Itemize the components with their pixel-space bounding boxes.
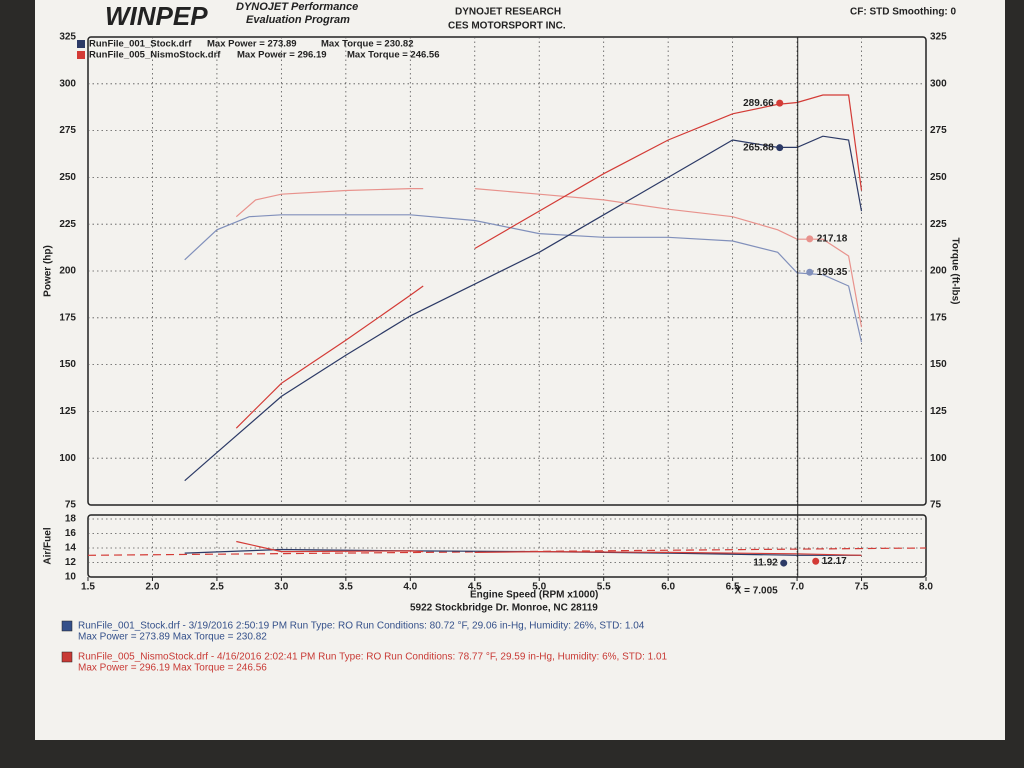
y-tick-label: 125 [59,406,76,417]
table-edge [0,740,1024,768]
legend-label: RunFile_001_Stock.drf [89,39,192,50]
y-tick-label: 225 [59,219,76,230]
y2-tick-label: 300 [930,78,947,89]
settings: CF: STD Smoothing: 0 [850,7,957,18]
y-axis-label: Power (hp) [43,245,54,297]
legend-swatch [61,651,73,663]
x-tick-label: 1.5 [81,582,95,593]
y-tick-label: 200 [59,266,76,277]
y-tick-label: 175 [59,312,76,323]
run-detail: RunFile_001_Stock.drf - 3/19/2016 2:50:1… [78,621,645,632]
cursor-marker [812,557,820,565]
cursor-readout: 11.92 [753,558,778,569]
cursor-marker [806,235,814,243]
y2-tick-label: 225 [930,219,947,230]
program: Evaluation Program [246,14,350,26]
af-line [236,540,862,556]
y2-tick-label: 250 [930,172,947,183]
x-tick-label: 6.0 [661,582,675,593]
cursor-marker [806,268,814,276]
legend-max-power: Max Power = 296.19 [237,50,327,61]
x-axis-label: Engine Speed (RPM x1000) [470,590,598,601]
run-detail: RunFile_005_NismoStock.drf - 4/16/2016 2… [78,652,668,663]
run-detail: Max Power = 296.19 Max Torque = 246.56 [78,663,267,674]
cursor-readout: 289.66 [743,98,774,109]
y-tick-label: 75 [65,500,77,511]
x-tick-label: 7.0 [790,582,804,593]
y-tick-label: 18 [65,514,77,525]
x-tick-label: 2.5 [210,582,224,593]
y2-tick-label: 275 [930,125,947,136]
y2-tick-label: 100 [930,453,947,464]
y-tick-label: 14 [65,543,77,554]
torque-line [235,188,863,328]
cursor-marker [780,559,788,567]
cursor-marker [776,99,784,107]
cursor-readout: 199.35 [817,267,848,278]
legend-max-torque: Max Torque = 246.56 [347,50,440,61]
run-detail: Max Power = 273.89 Max Torque = 230.82 [78,632,267,643]
legend-label: RunFile_005_NismoStock.drf [89,50,221,61]
cursor-marker [776,144,784,152]
legend-swatch [61,620,73,632]
y-tick-label: 150 [59,359,76,370]
x-tick-label: 3.0 [274,582,288,593]
x-tick-label: 6.5 [726,582,740,593]
legend-swatch [77,51,85,59]
af-axis-label: Air/Fuel [43,527,54,564]
legend-swatch [77,40,85,48]
y2-tick-label: 125 [930,406,947,417]
y2-tick-label: 75 [930,500,942,511]
y-tick-label: 300 [59,78,76,89]
cursor-label: X = 7.005 [735,586,779,597]
x-tick-label: 3.5 [339,582,353,593]
y-tick-label: 250 [59,172,76,183]
x-tick-label: 8.0 [919,582,933,593]
power-line [184,135,863,482]
x-tick-label: 7.5 [855,582,869,593]
paper [35,0,1005,740]
x-tick-label: 4.5 [468,582,482,593]
y2-tick-label: 325 [930,32,947,43]
cursor-readout: 265.88 [743,142,774,153]
company: DYNOJET RESEARCH [455,7,561,18]
logo: WINPEP [105,1,208,31]
y-tick-label: 100 [59,453,76,464]
x-tick-label: 2.0 [146,582,160,593]
company: CES MOTORSPORT INC. [448,21,566,32]
y-tick-label: 12 [65,557,77,568]
x-tick-label: 5.0 [532,582,546,593]
af-frame [87,514,927,578]
x-tick-label: 5.5 [597,582,611,593]
y-tick-label: 10 [65,572,77,583]
legend-max-torque: Max Torque = 230.82 [321,39,414,50]
address: 5922 Stockbridge Dr. Monroe, NC 28119 [410,603,598,614]
y-tick-label: 325 [59,32,76,43]
cursor-readout: 217.18 [817,233,848,244]
y2-tick-label: 150 [930,359,947,370]
power-line [235,94,863,429]
x-tick-label: 4.0 [403,582,417,593]
y-tick-label: 275 [59,125,76,136]
y2-tick-label: 175 [930,312,947,323]
program: DYNOJET Performance [236,1,358,13]
y2-tick-label: 200 [930,266,947,277]
cursor-readout: 12.17 [822,556,847,567]
legend-max-power: Max Power = 273.89 [207,39,297,50]
y2-axis-label: Torque (ft-lbs) [949,237,960,304]
y-tick-label: 16 [65,528,77,539]
